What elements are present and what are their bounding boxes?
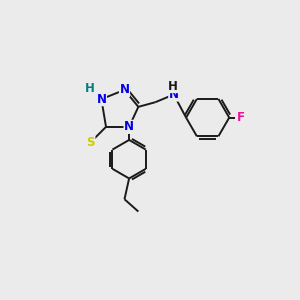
Text: N: N [96,93,106,106]
Text: H: H [168,80,178,92]
Text: F: F [237,111,245,124]
Text: N: N [119,83,130,96]
Text: S: S [86,136,95,149]
Text: H: H [85,82,95,95]
Text: N: N [169,88,179,101]
Text: N: N [124,120,134,134]
